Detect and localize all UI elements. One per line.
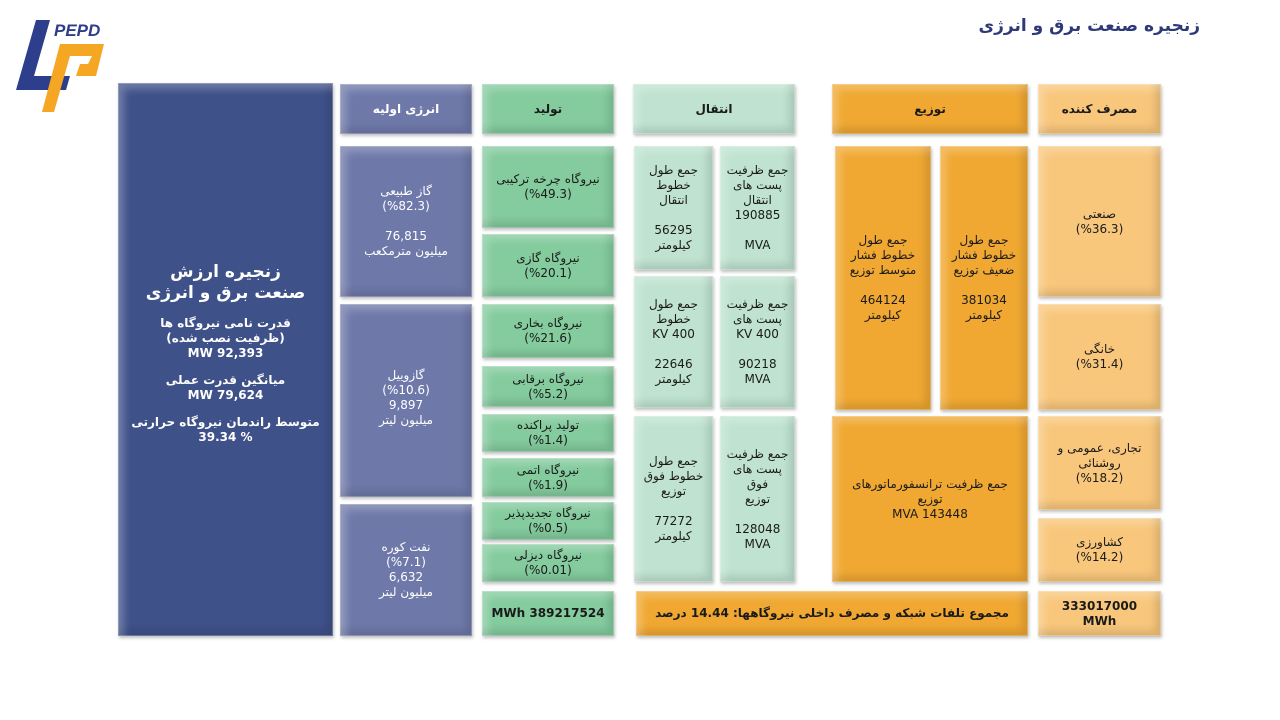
header-primary-energy: انرژی اولیه xyxy=(340,84,472,134)
subtransmission-lines-length: جمع طول خطوط فوق توزیع 77272 کیلومتر xyxy=(634,416,713,582)
header-production: تولید xyxy=(482,84,614,134)
production-combined-cycle: نیروگاه چرخه ترکیبی (%49.3) xyxy=(482,146,614,228)
stat-value: 79,624 MW xyxy=(187,388,264,402)
page-title: زنجیره صنعت برق و انرژی xyxy=(978,16,1200,36)
header-consumer: مصرف کننده xyxy=(1038,84,1161,134)
consumer-industrial: صنعتی (%36.3) xyxy=(1038,146,1161,297)
summary-heading: زنجیره ارزش صنعت برق و انرژی xyxy=(145,262,306,303)
primary-natural-gas: گاز طبیعی (%82.3) 76,815 میلیون مترمکعب xyxy=(340,146,472,297)
primary-gasoil: گازوییل (%10.6) 9,897 میلیون لیتر xyxy=(340,304,472,497)
distribution-transformers-capacity: جمع ظرفیت ترانسفورماتورهای توزیع 143448 … xyxy=(832,416,1028,582)
production-steam: نیروگاه بخاری (%21.6) xyxy=(482,304,614,358)
primary-fuel-oil: نفت کوره (%7.1) 6,632 میلیون لیتر xyxy=(340,504,472,636)
lv-distribution-lines: جمع طول خطوط فشار ضعیف توزیع 381034 کیلو… xyxy=(940,146,1028,410)
transmission-substations-capacity: جمع ظرفیت پست های انتقال 190885 MVA xyxy=(720,146,795,270)
header-distribution: توزیع xyxy=(832,84,1028,134)
consumer-residential: خانگی (%31.4) xyxy=(1038,304,1161,410)
consumer-agriculture: کشاورزی (%14.2) xyxy=(1038,518,1161,582)
consumer-total: 333017000 MWh xyxy=(1038,591,1161,636)
pepd-logo: PEPD xyxy=(16,20,104,112)
production-distributed: تولید پراکنده (%1.4) xyxy=(482,414,614,452)
stat-label: متوسط راندمان نیروگاه حرارتی xyxy=(131,415,320,429)
subtransmission-substations-capacity: جمع ظرفیت پست های فوق توزیع 128048 MVA xyxy=(720,416,795,582)
stat-label: میانگین قدرت عملی xyxy=(165,373,286,387)
stat-value: 39.34 % xyxy=(198,430,253,444)
production-diesel: نیروگاه دیزلی (%0.01) xyxy=(482,544,614,582)
value-chain-summary: زنجیره ارزش صنعت برق و انرژی قدرت نامی ن… xyxy=(118,83,333,636)
production-hydro: نیروگاه برقابی (%5.2) xyxy=(482,366,614,407)
svg-text:PEPD: PEPD xyxy=(54,21,100,40)
transmission-lines-length: جمع طول خطوط انتقال 56295 کیلومتر xyxy=(634,146,713,270)
stat-value: 92,393 MW xyxy=(187,346,264,360)
production-gas: نیروگاه گازی (%20.1) xyxy=(482,234,614,297)
400kv-substations-capacity: جمع ظرفیت پست های 400 KV 90218 MVA xyxy=(720,276,795,408)
production-total: 389217524 MWh xyxy=(482,591,614,636)
consumer-commercial: تجاری، عمومی و روشنائی (%18.2) xyxy=(1038,416,1161,510)
400kv-lines-length: جمع طول خطوط 400 KV 22646 کیلومتر xyxy=(634,276,713,408)
header-transmission: انتقال xyxy=(633,84,795,134)
mv-distribution-lines: جمع طول خطوط فشار متوسط توزیع 464124 کیل… xyxy=(835,146,931,410)
production-nuclear: نیروگاه اتمی (%1.9) xyxy=(482,458,614,497)
network-losses: مجموع تلفات شبکه و مصرف داخلی نیروگاهها:… xyxy=(636,591,1028,636)
stat-label: قدرت نامی نیروگاه ها (ظرفیت نصب شده) xyxy=(160,316,291,345)
production-renewable: نیروگاه تجدیدپذیر (%0.5) xyxy=(482,502,614,540)
